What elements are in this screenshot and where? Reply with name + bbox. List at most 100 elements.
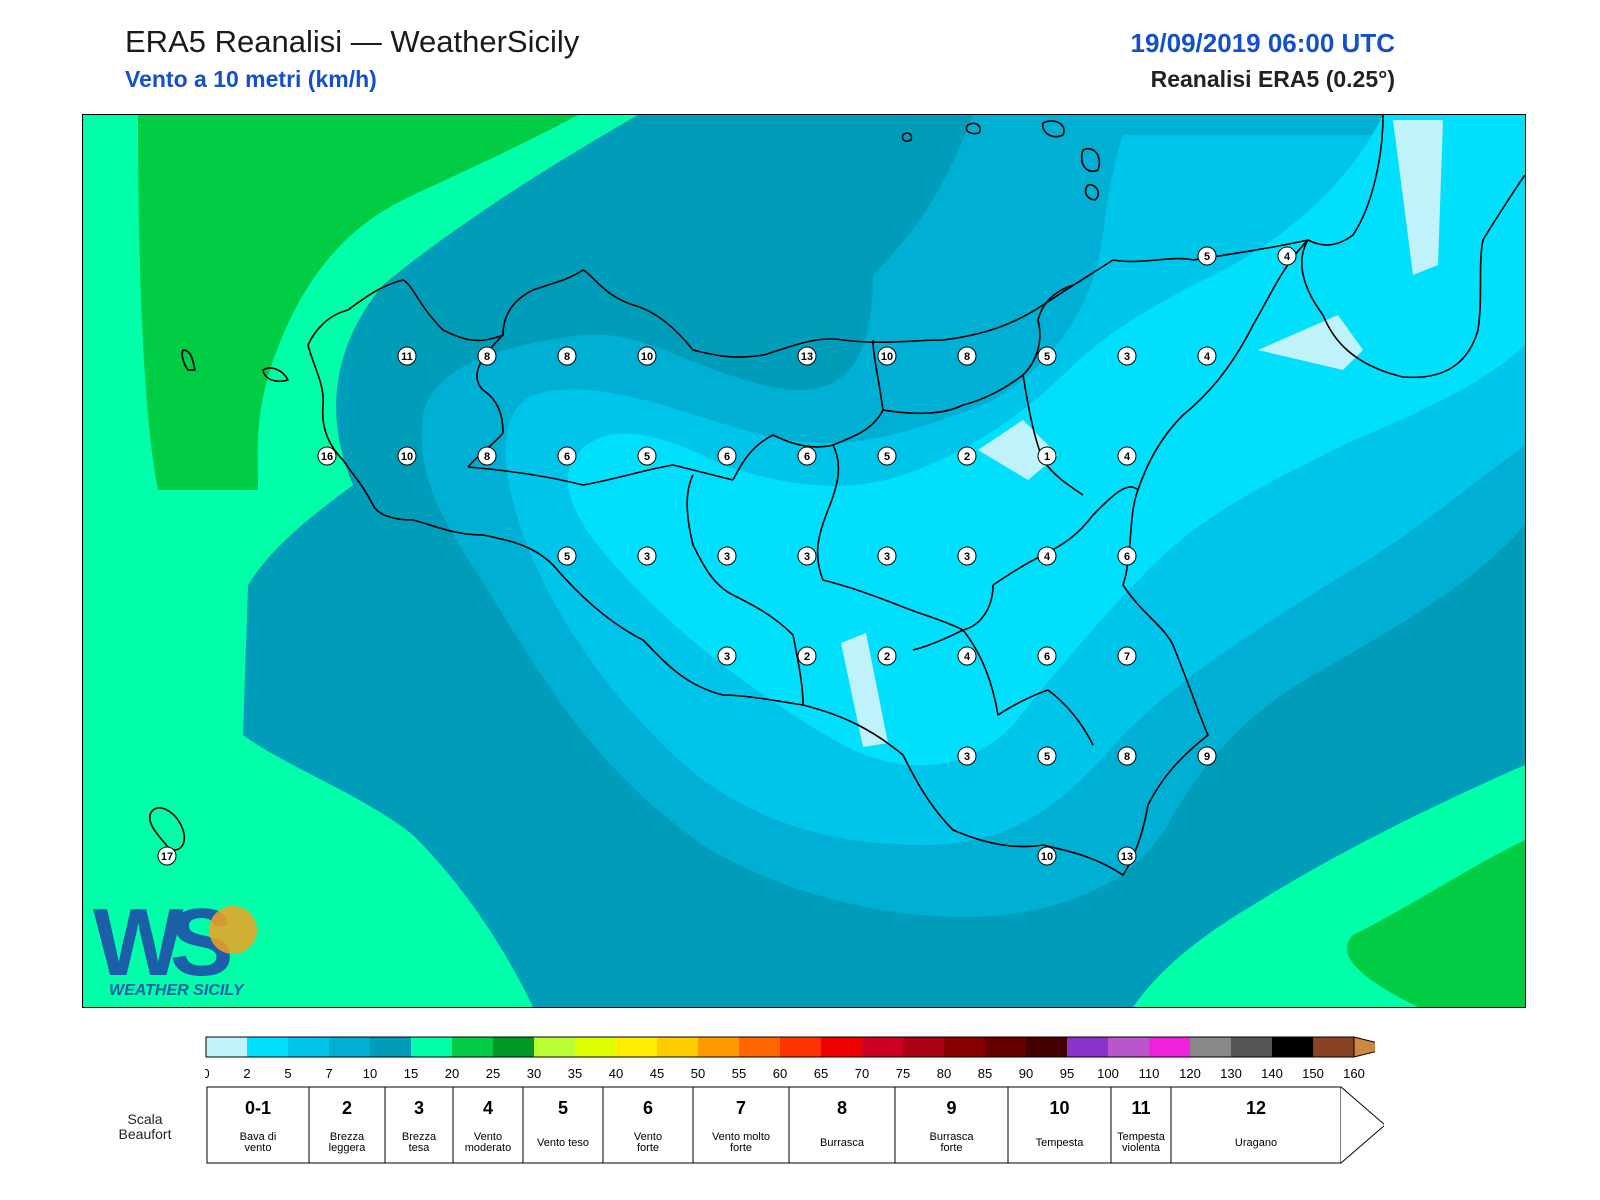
beaufort-cell: 9 Burrasca forte	[894, 1086, 1009, 1164]
wind-value-marker: 10	[397, 446, 417, 466]
colorbar-tick-label: 120	[1179, 1066, 1201, 1081]
colorbar-tick-label: 55	[732, 1066, 746, 1081]
wind-value-marker: 9	[1197, 746, 1217, 766]
province-boundary	[686, 474, 804, 706]
beaufort-scale: 0-1 Bava di vento 2 Brezza leggera 3 Brezza tesa…	[206, 1086, 1386, 1171]
beaufort-description: Vento moderato	[465, 1131, 511, 1154]
colorbar-tick-label: 7	[325, 1066, 332, 1081]
beaufort-force: 8	[837, 1098, 847, 1118]
wind-value-marker: 4	[1197, 346, 1217, 366]
beaufort-description: Brezza leggera	[329, 1131, 367, 1154]
data-source: Reanalisi ERA5 (0.25°)	[1150, 66, 1395, 92]
wind-value-label: 10	[641, 351, 653, 363]
colorbar-segment	[1231, 1037, 1272, 1057]
wind-value-label: 2	[964, 451, 970, 463]
wind-value-label: 10	[401, 451, 413, 463]
colorbar-segment	[493, 1037, 534, 1057]
island-favignana	[262, 367, 289, 383]
colorbar-segment	[1272, 1037, 1313, 1057]
colorbar-tick-label: 10	[363, 1066, 377, 1081]
wind-value-marker: 10	[1037, 846, 1057, 866]
logo-text: WEATHER SICILY	[109, 982, 245, 999]
beaufort-extension-arrow	[1340, 1086, 1386, 1164]
wind-value-label: 10	[881, 351, 893, 363]
colorbar-tick-label: 100	[1097, 1066, 1119, 1081]
wind-value-label: 5	[644, 451, 650, 463]
beaufort-force: 4	[483, 1098, 493, 1118]
colorbar-tick-label: 5	[284, 1066, 291, 1081]
map-subtitle: Vento a 10 metri (km/h)	[125, 66, 377, 92]
wind-value-marker: 3	[957, 546, 977, 566]
wind-value-marker: 6	[1037, 646, 1057, 666]
colorbar-tick-label: 50	[691, 1066, 705, 1081]
wind-value-marker: 1	[1037, 446, 1057, 466]
province-boundary	[912, 629, 1094, 746]
colorbar-tick-label: 15	[404, 1066, 418, 1081]
beaufort-cell: 7 Vento molto forte	[692, 1086, 790, 1164]
colorbar-tick-label: 65	[814, 1066, 828, 1081]
colorbar-segment	[206, 1037, 247, 1057]
beaufort-cell: 6 Vento forte	[602, 1086, 694, 1164]
colorbar-segment	[739, 1037, 780, 1057]
colorbar-tick-label: 80	[937, 1066, 951, 1081]
colorbar-segment	[1149, 1037, 1190, 1057]
island-alicudi	[965, 122, 981, 135]
wind-value-label: 3	[964, 551, 970, 563]
island-pantelleria	[148, 807, 186, 851]
wind-value-label: 8	[964, 351, 970, 363]
wind-value-marker: 10	[877, 346, 897, 366]
beaufort-force: 3	[414, 1098, 424, 1118]
colorbar-segment	[247, 1037, 288, 1057]
wind-value-label: 3	[644, 551, 650, 563]
beaufort-force: 6	[643, 1098, 653, 1118]
wind-value-marker: 6	[797, 446, 817, 466]
wind-value-marker: 6	[557, 446, 577, 466]
wind-value-marker: 2	[797, 646, 817, 666]
wind-value-marker: 16	[317, 446, 337, 466]
colorbar-tick-label: 90	[1019, 1066, 1033, 1081]
colorbar-tick-label: 25	[486, 1066, 500, 1081]
wind-value-label: 6	[724, 451, 730, 463]
beaufort-description: Tempesta	[1036, 1137, 1085, 1149]
colorbar-segment	[534, 1037, 575, 1057]
wind-value-marker: 13	[797, 346, 817, 366]
wind-value-label: 2	[804, 651, 810, 663]
calabria-coastline	[1307, 115, 1384, 246]
wind-value-marker: 8	[1117, 746, 1137, 766]
colorbar-tick-label: 75	[896, 1066, 910, 1081]
beaufort-force: 2	[342, 1098, 352, 1118]
beaufort-description: Tempesta violenta	[1117, 1131, 1166, 1154]
beaufort-force: 0-1	[245, 1098, 271, 1118]
beaufort-description: Bava di vento	[240, 1131, 277, 1154]
colorbar-tick-label: 160	[1343, 1066, 1365, 1081]
colorbar-segment	[575, 1037, 616, 1057]
wind-value-marker: 8	[477, 446, 497, 466]
wind-value-label: 16	[321, 451, 333, 463]
wind-value-label: 6	[1044, 651, 1050, 663]
wind-value-marker: 6	[1117, 546, 1137, 566]
beaufort-force: 12	[1246, 1098, 1266, 1118]
colorbar-tick-label: 35	[568, 1066, 582, 1081]
colorbar-segment	[411, 1037, 452, 1057]
wind-value-marker: 8	[477, 346, 497, 366]
wind-value-marker: 5	[1037, 346, 1057, 366]
beaufort-cell: 10 Tempesta	[1007, 1086, 1112, 1164]
wind-value-label: 2	[884, 651, 890, 663]
beaufort-description: Brezza tesa	[402, 1131, 437, 1154]
colorbar-segment	[1067, 1037, 1108, 1057]
island-salina	[1042, 120, 1065, 138]
wind-value-marker: 3	[957, 746, 977, 766]
colorbar-segment	[1313, 1037, 1354, 1057]
calabria-coastline	[1300, 174, 1525, 379]
wind-value-label: 4	[964, 651, 971, 663]
wind-value-label: 5	[1044, 751, 1050, 763]
colorbar-tick-label: 70	[855, 1066, 869, 1081]
colorbar-segment	[862, 1037, 903, 1057]
beaufort-force: 7	[736, 1098, 746, 1118]
colorbar-tick-label: 45	[650, 1066, 664, 1081]
wind-value-marker: 4	[1117, 446, 1137, 466]
wind-value-label: 4	[1204, 351, 1211, 363]
colorbar-tick-label: 2	[243, 1066, 250, 1081]
colorbar-tick-label: 140	[1261, 1066, 1283, 1081]
colorbar-segment	[370, 1037, 411, 1057]
